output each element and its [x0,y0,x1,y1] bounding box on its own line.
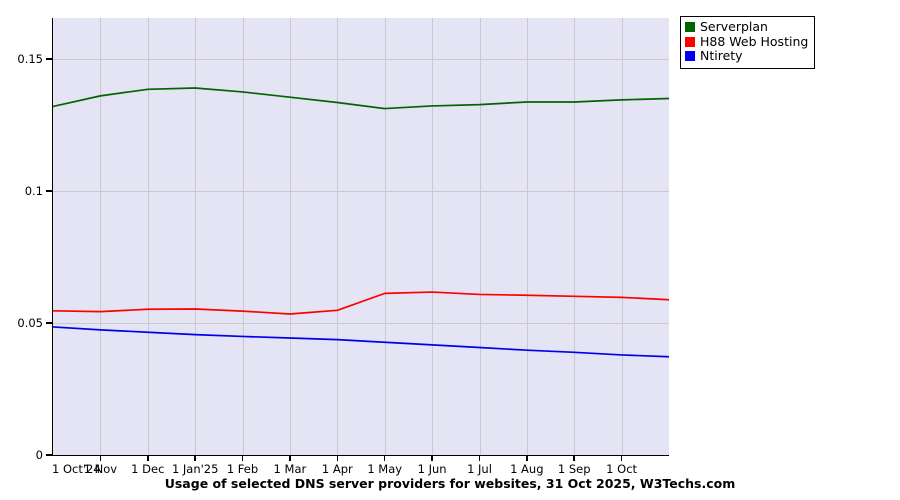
y-tick-label-3: 0 [35,448,43,462]
legend-item-ntirety: Ntirety [685,48,808,64]
legend-label: Ntirety [700,48,743,63]
x-tick-label-0: 1 Oct'24 [52,462,101,476]
x-tick-label-3: 1 Jan'25 [171,462,219,476]
x-tick-mark-1 [99,455,102,461]
plot-area: 0.15 0.1 0.05 0 1 Oct'24 1 Nov 1 Dec 1 Jan'25 1… [17,18,669,476]
legend-label: H88 Web Hosting [700,33,809,49]
x-tick-label-4: 1 Feb [226,462,259,476]
gridline-vertical-5 [289,18,291,455]
gridline-vertical-6 [337,18,339,455]
y-tick-label-0: 0.15 [17,51,43,66]
legend-swatch-ntirety [685,51,695,62]
y-tick-mark-0 [46,58,53,60]
gridline-vertical-3 [195,18,197,455]
plot-inner [53,18,669,455]
x-tick-label-10: 1 Aug [510,462,544,476]
x-tick-mark-5 [289,455,291,461]
y-tick-label-1: 0.1 [24,184,43,198]
chart-legend: Serverplan H88 Web Hosting Ntirety [680,16,816,69]
y-tick-mark-1 [46,190,53,192]
x-tick-label-7: 1 May [367,462,403,476]
x-tick-label-1: 1 Nov [83,462,118,476]
x-tick-mark-6 [336,455,339,461]
series-lines [53,87,669,358]
legend-rows: Serverplan H88 Web Hosting Ntirety [685,19,809,64]
legend-swatch-h88-web-hosting [685,36,695,47]
gridline-vertical-2 [147,18,149,455]
gridline-vertical-9 [479,18,481,455]
x-tick-mark-7 [383,455,386,461]
x-tick-mark-8 [431,455,433,461]
gridline-horizontal-1 [53,191,669,192]
x-tick-mark-11 [573,455,575,461]
x-tick-mark-4 [241,455,244,461]
x-tick-mark-2 [147,455,149,461]
gridline-horizontal-0 [53,58,669,60]
gridline-vertical-7 [384,18,386,455]
gridline-vertical-10 [526,18,528,455]
series-line-h88-web-hosting [53,291,669,315]
x-tick-label-2: 1 Dec [131,462,165,476]
chart-caption: Usage of selected DNS server providers f… [164,476,736,491]
y-tick-label-2: 0.05 [17,316,43,330]
x-tick-label-12: 1 Oct [606,462,638,476]
gridline-horizontal-2 [53,323,669,324]
x-tick-label-5: 1 Mar [273,462,307,476]
x-tick-mark-10 [526,455,528,461]
x-tick-label-11: 1 Sep [557,462,591,476]
legend-item-serverplan: Serverplan [685,19,808,35]
x-tick-mark-9 [478,455,481,461]
series-line-serverplan [53,87,669,110]
legend-label: Serverplan [700,19,768,34]
x-tick-mark-3 [194,455,196,461]
gridline-vertical-4 [242,18,244,455]
y-tick-mark-3 [46,454,53,456]
x-tick-label-6: 1 Apr [321,462,353,476]
gridline-vertical-12 [621,18,623,455]
gridline-vertical-1 [100,18,102,455]
legend-swatch-serverplan [685,22,695,33]
x-tick-label-8: 1 Jun [417,462,447,476]
y-tick-mark-2 [46,322,53,324]
series-line-ntirety [53,326,669,358]
gridline-vertical-8 [432,18,434,455]
legend-item-h88-web-hosting: H88 Web Hosting [685,33,809,50]
gridline-vertical-11 [574,18,576,455]
x-tick-mark-12 [620,455,623,461]
x-tick-label-9: 1 Jul [467,462,492,476]
